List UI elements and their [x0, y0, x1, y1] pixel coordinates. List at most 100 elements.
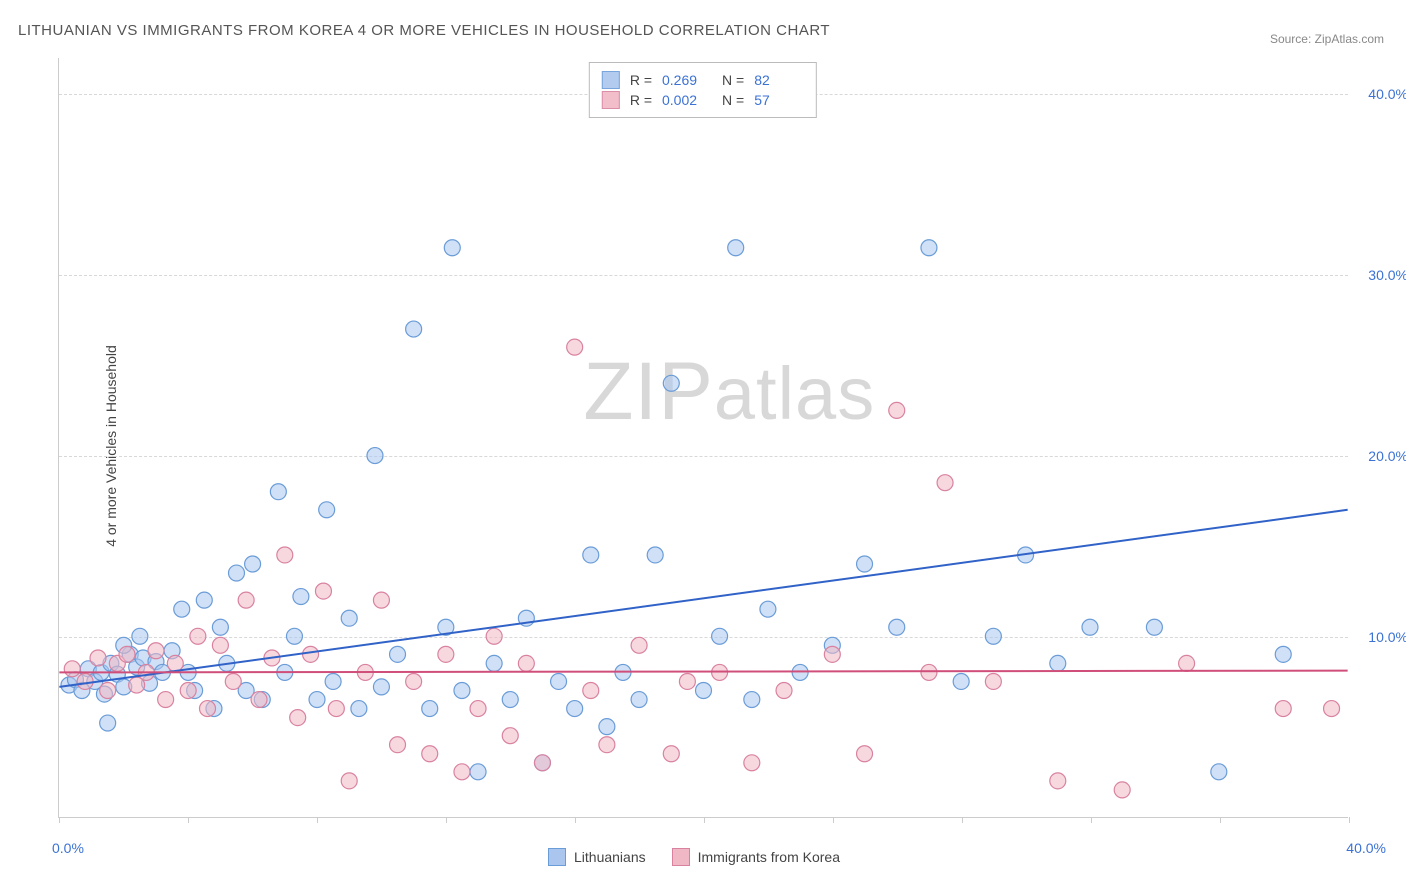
scatter-point: [631, 637, 647, 653]
scatter-point: [663, 746, 679, 762]
scatter-point: [502, 692, 518, 708]
scatter-point: [367, 448, 383, 464]
scatter-point: [857, 746, 873, 762]
scatter-point: [406, 673, 422, 689]
x-tick: [59, 817, 60, 823]
scatter-point: [293, 589, 309, 605]
scatter-point: [857, 556, 873, 572]
x-tick: [962, 817, 963, 823]
x-tick: [446, 817, 447, 823]
y-tick-label: 40.0%: [1358, 86, 1406, 102]
scatter-point: [158, 692, 174, 708]
scatter-point: [583, 683, 599, 699]
scatter-point: [953, 673, 969, 689]
scatter-point: [251, 692, 267, 708]
scatter-point: [286, 628, 302, 644]
legend-swatch: [548, 848, 566, 866]
scatter-point: [1082, 619, 1098, 635]
scatter-point: [1179, 655, 1195, 671]
scatter-point: [470, 764, 486, 780]
trend-line: [59, 671, 1347, 673]
scatter-point: [315, 583, 331, 599]
scatter-point: [1146, 619, 1162, 635]
scatter-point: [744, 692, 760, 708]
stat-n-value: 57: [754, 92, 804, 108]
scatter-point: [985, 628, 1001, 644]
scatter-point: [212, 637, 228, 653]
scatter-point: [148, 643, 164, 659]
legend-swatch: [672, 848, 690, 866]
scatter-point: [100, 683, 116, 699]
scatter-point: [889, 619, 905, 635]
scatter-point: [567, 701, 583, 717]
scatter-point: [270, 484, 286, 500]
scatter-point: [1324, 701, 1340, 717]
scatter-point: [277, 547, 293, 563]
scatter-point: [174, 601, 190, 617]
x-tick: [1091, 817, 1092, 823]
x-axis-min-label: 0.0%: [52, 840, 84, 856]
stats-row: R = 0.002 N = 57: [602, 91, 804, 109]
scatter-point: [792, 664, 808, 680]
scatter-point: [1114, 782, 1130, 798]
scatter-point: [502, 728, 518, 744]
stat-n-value: 82: [754, 72, 804, 88]
scatter-point: [454, 764, 470, 780]
scatter-point: [422, 746, 438, 762]
y-tick-label: 10.0%: [1358, 629, 1406, 645]
bottom-legend: Lithuanians Immigrants from Korea: [548, 848, 858, 866]
scatter-point: [921, 240, 937, 256]
x-tick: [575, 817, 576, 823]
scatter-point: [373, 592, 389, 608]
scatter-point: [1275, 646, 1291, 662]
scatter-point: [1050, 773, 1066, 789]
scatter-point: [518, 655, 534, 671]
scatter-point: [631, 692, 647, 708]
x-axis-max-label: 40.0%: [1346, 840, 1386, 856]
scatter-point: [696, 683, 712, 699]
scatter-point: [200, 701, 216, 717]
x-tick: [317, 817, 318, 823]
scatter-point: [776, 683, 792, 699]
scatter-point: [486, 655, 502, 671]
source-label: Source: ZipAtlas.com: [1270, 32, 1384, 46]
scatter-point: [422, 701, 438, 717]
scatter-point: [341, 610, 357, 626]
scatter-point: [551, 673, 567, 689]
scatter-point: [64, 661, 80, 677]
scatter-point: [583, 547, 599, 563]
scatter-point: [319, 502, 335, 518]
scatter-point: [245, 556, 261, 572]
scatter-point: [599, 737, 615, 753]
scatter-point: [303, 646, 319, 662]
scatter-point: [663, 375, 679, 391]
chart-canvas: [59, 58, 1348, 817]
scatter-point: [290, 710, 306, 726]
legend-label: Lithuanians: [574, 849, 646, 865]
scatter-point: [328, 701, 344, 717]
scatter-point: [744, 755, 760, 771]
scatter-point: [132, 628, 148, 644]
scatter-point: [119, 646, 135, 662]
scatter-point: [212, 619, 228, 635]
x-tick: [833, 817, 834, 823]
scatter-point: [438, 646, 454, 662]
scatter-point: [985, 673, 1001, 689]
scatter-point: [679, 673, 695, 689]
scatter-point: [406, 321, 422, 337]
legend-label: Immigrants from Korea: [698, 849, 840, 865]
scatter-point: [567, 339, 583, 355]
scatter-point: [190, 628, 206, 644]
scatter-point: [728, 240, 744, 256]
stat-r-label: R =: [630, 92, 652, 108]
scatter-point: [196, 592, 212, 608]
scatter-point: [238, 592, 254, 608]
x-tick: [1349, 817, 1350, 823]
scatter-point: [470, 701, 486, 717]
scatter-point: [390, 737, 406, 753]
scatter-point: [937, 475, 953, 491]
scatter-point: [760, 601, 776, 617]
scatter-point: [180, 683, 196, 699]
scatter-point: [647, 547, 663, 563]
legend-swatch: [602, 91, 620, 109]
